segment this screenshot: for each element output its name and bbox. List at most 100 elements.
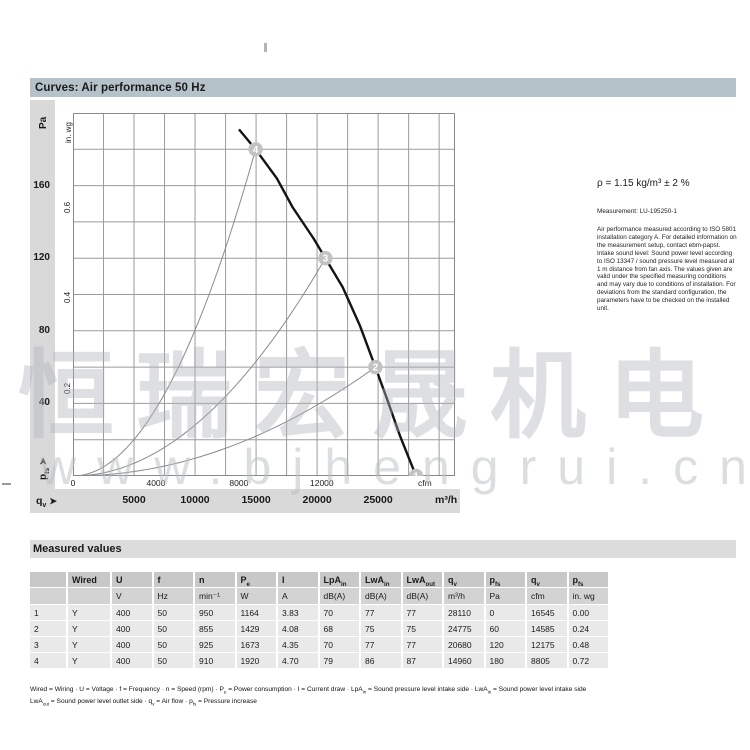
table-cell: 75 xyxy=(402,621,442,636)
table-cell: Y xyxy=(68,637,110,652)
column-header: LwAin xyxy=(361,572,401,587)
m3h-tick: 20000 xyxy=(302,494,332,506)
table-cell: 4.70 xyxy=(278,653,318,668)
table-cell: 24775 xyxy=(444,621,484,636)
table-cell: 86 xyxy=(361,653,401,668)
table-cell: 50 xyxy=(153,637,193,652)
measurement-reference: Measurement: LU-195250-1 xyxy=(597,208,677,215)
table-cell: 1429 xyxy=(236,621,276,636)
table-cell: 0 xyxy=(485,605,525,620)
m3h-tick: 25000 xyxy=(363,494,393,506)
column-unit: cfm xyxy=(527,588,567,604)
plot-frame xyxy=(73,113,455,476)
operating-point-number: 3 xyxy=(323,254,329,265)
table-cell: 50 xyxy=(153,621,193,636)
table-cell: 925 xyxy=(195,637,235,652)
inwg-tick-labels: 0.2 0.4 0.6 xyxy=(61,113,73,476)
table-cell: 14585 xyxy=(527,621,567,636)
table-cell: 4.35 xyxy=(278,637,318,652)
column-header: Pe xyxy=(236,572,276,587)
table-cell: 50 xyxy=(153,605,193,620)
table-cell: 68 xyxy=(319,621,359,636)
table-cell: 60 xyxy=(485,621,525,636)
table-cell: 8805 xyxy=(527,653,567,668)
table-cell: 12175 xyxy=(527,637,567,652)
cfm-tick: 0 xyxy=(70,478,76,488)
column-unit: Hz xyxy=(153,588,193,604)
table-cell: 77 xyxy=(361,637,401,652)
table-cell: 75 xyxy=(361,621,401,636)
table-cell: 180 xyxy=(485,653,525,668)
operating-point-marker xyxy=(248,142,263,157)
column-header: qv xyxy=(527,572,567,587)
table-cell: 1920 xyxy=(236,653,276,668)
table-cell: Y xyxy=(68,605,110,620)
system-resistance-curve xyxy=(73,149,257,476)
column-header: n xyxy=(195,572,235,587)
pa-tick: 120 xyxy=(33,252,50,264)
y-axis-strip xyxy=(30,100,55,512)
inwg-tick: 0.2 xyxy=(63,382,72,394)
operating-point-number: 1 xyxy=(413,472,419,477)
table-cell: 79 xyxy=(319,653,359,668)
table-row: 1 Y 400 50 950 1164 3.83 70 77 77 28110 0 16545 0.00 xyxy=(30,605,608,620)
table-cell: 400 xyxy=(112,653,152,668)
table-cell: 400 xyxy=(112,605,152,620)
table-cell: 50 xyxy=(153,653,193,668)
column-unit: dB(A) xyxy=(402,588,442,604)
m3h-tick: 5000 xyxy=(122,494,146,506)
table-cell: 77 xyxy=(361,605,401,620)
column-unit: Pa xyxy=(485,588,525,604)
column-unit: A xyxy=(278,588,318,604)
table-cell: 70 xyxy=(319,605,359,620)
section-header-curves: Curves: Air performance 50 Hz xyxy=(30,78,736,97)
measurement-info-block: ρ = 1.15 kg/m³ ± 2 % Measurement: LU-195… xyxy=(597,178,738,313)
table-cell: 950 xyxy=(195,605,235,620)
m3h-tick: 10000 xyxy=(180,494,210,506)
column-header: pfs xyxy=(568,572,608,587)
table-cell: 3 xyxy=(30,637,66,652)
measurement-conditions-paragraph: Air performance measured according to IS… xyxy=(597,226,737,313)
table-cell: 400 xyxy=(112,621,152,636)
measured-values-title: Measured values xyxy=(33,543,122,555)
table-cell: 1164 xyxy=(236,605,276,620)
column-unit: min⁻¹ xyxy=(195,588,235,604)
column-unit xyxy=(68,588,110,604)
column-unit: dB(A) xyxy=(361,588,401,604)
table-row: 2 Y 400 50 855 1429 4.08 68 75 75 24775 60 14585 0.24 xyxy=(30,621,608,636)
cfm-tick: 8000 xyxy=(229,478,249,488)
table-cell: Y xyxy=(68,621,110,636)
cfm-tick-labels: 0 4000 8000 12000 cfm xyxy=(70,478,455,488)
column-header: I xyxy=(278,572,318,587)
footnote-line: LwAout = Sound power level outlet side ·… xyxy=(30,698,257,707)
table-cell: 77 xyxy=(402,637,442,652)
column-header: qv xyxy=(444,572,484,587)
m3h-tick: 15000 xyxy=(241,494,271,506)
column-header: Wired xyxy=(68,572,110,587)
operating-point-marker xyxy=(408,468,424,476)
m3h-tick-labels: 5000 10000 15000 20000 25000 m³/h xyxy=(73,494,458,508)
m3h-unit-label: m³/h xyxy=(435,494,458,506)
column-unit xyxy=(30,588,66,604)
table-cell: 70 xyxy=(319,637,359,652)
table-row: 4 Y 400 50 910 1920 4.70 79 86 87 14960 180 8805 0.72 xyxy=(30,653,608,668)
table-cell: 1673 xyxy=(236,637,276,652)
system-resistance-curve xyxy=(73,366,376,476)
table-cell: 14960 xyxy=(444,653,484,668)
column-unit: W xyxy=(236,588,276,604)
table-cell: 0.00 xyxy=(568,605,608,620)
table-cell: 120 xyxy=(485,637,525,652)
section-header-measured-values: Measured values xyxy=(30,540,736,558)
pa-tick-labels: 40 80 120 160 xyxy=(30,113,54,476)
table-cell: 0.72 xyxy=(568,653,608,668)
table-cell: 910 xyxy=(195,653,235,668)
table-cell: 1 xyxy=(30,605,66,620)
pa-tick: 160 xyxy=(33,179,50,191)
table-cell: 20680 xyxy=(444,637,484,652)
column-unit: V xyxy=(112,588,152,604)
x-axis-band xyxy=(30,489,460,513)
section-title: Curves: Air performance 50 Hz xyxy=(35,81,206,94)
